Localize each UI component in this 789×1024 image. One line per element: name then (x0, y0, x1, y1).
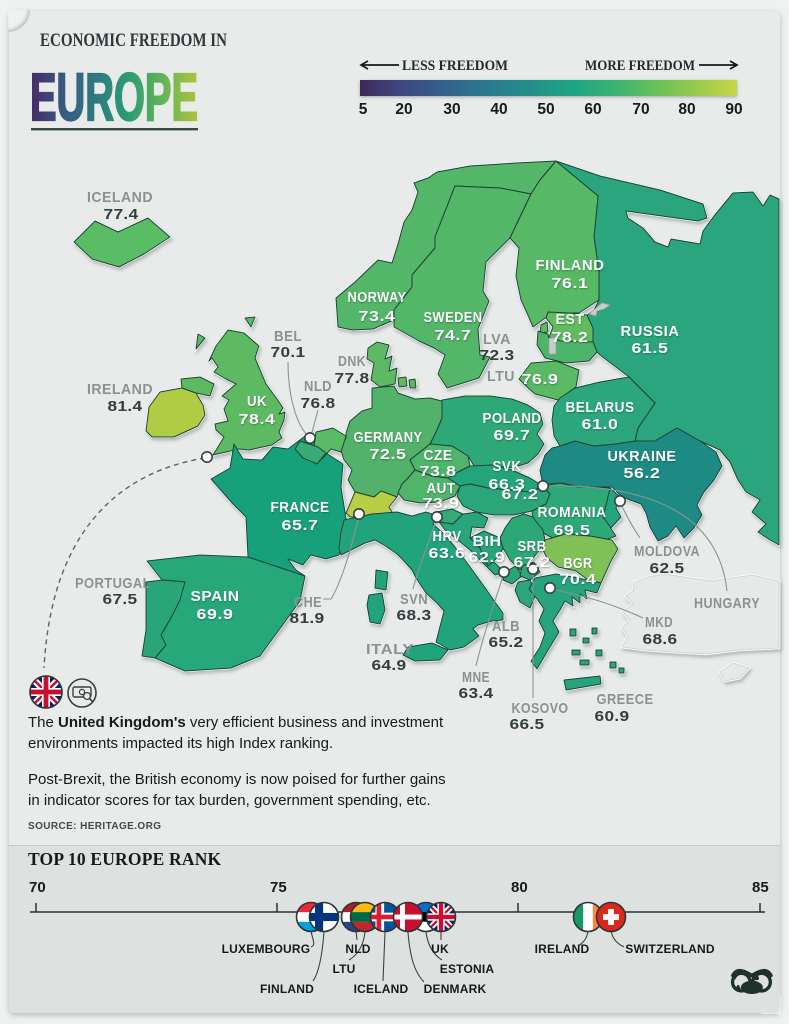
svg-text:RUSSIA: RUSSIA (621, 323, 680, 340)
svg-text:72.5: 72.5 (370, 446, 407, 463)
svg-text:HRV: HRV (433, 528, 462, 545)
svg-text:HUNGARY: HUNGARY (694, 595, 760, 612)
svg-text:IRELAND: IRELAND (535, 942, 590, 956)
svg-text:65.2: 65.2 (489, 634, 524, 651)
svg-text:NORWAY: NORWAY (348, 289, 407, 306)
svg-text:CZE: CZE (424, 447, 453, 464)
svg-text:ESTONIA: ESTONIA (440, 962, 495, 976)
svg-text:DNK: DNK (338, 353, 366, 370)
svg-text:73.8: 73.8 (420, 463, 457, 480)
svg-text:ROMANIA: ROMANIA (538, 504, 607, 521)
svg-text:BEL: BEL (274, 328, 302, 345)
svg-text:73.4: 73.4 (359, 308, 396, 325)
svg-text:67.2: 67.2 (514, 554, 551, 571)
svg-text:61.0: 61.0 (582, 416, 619, 433)
svg-text:56.2: 56.2 (624, 465, 661, 482)
svg-text:69.5: 69.5 (554, 522, 591, 539)
svg-text:5: 5 (359, 101, 368, 118)
svg-text:64.9: 64.9 (372, 657, 407, 674)
svg-text:SPAIN: SPAIN (191, 588, 240, 605)
svg-text:MOLDOVA: MOLDOVA (634, 543, 700, 560)
svg-text:IRELAND: IRELAND (87, 381, 153, 398)
svg-text:81.4: 81.4 (108, 398, 143, 415)
svg-text:ALB: ALB (492, 618, 520, 635)
svg-text:69.9: 69.9 (197, 606, 234, 623)
svg-text:KOSOVO: KOSOVO (512, 700, 569, 717)
svg-text:72.3: 72.3 (480, 347, 515, 364)
svg-text:63.4: 63.4 (459, 685, 494, 702)
svg-text:ITALY: ITALY (366, 641, 414, 658)
svg-text:20: 20 (395, 101, 412, 118)
svg-text:MNE: MNE (462, 669, 490, 686)
svg-text:POLAND: POLAND (483, 410, 542, 427)
svg-text:SRB: SRB (518, 538, 547, 555)
svg-text:CHE: CHE (294, 594, 322, 611)
svg-text:BIH: BIH (473, 533, 502, 550)
svg-text:78.4: 78.4 (239, 411, 276, 428)
svg-text:80: 80 (678, 101, 695, 118)
svg-text:NLD: NLD (304, 378, 332, 395)
svg-text:DENMARK: DENMARK (424, 982, 487, 996)
svg-text:SWEDEN: SWEDEN (424, 309, 483, 326)
svg-text:SVK: SVK (493, 458, 522, 475)
svg-text:63.6: 63.6 (429, 545, 466, 562)
svg-text:NLD: NLD (345, 942, 370, 956)
svg-text:LVA: LVA (483, 331, 511, 348)
svg-text:90: 90 (725, 101, 742, 118)
svg-text:GERMANY: GERMANY (354, 429, 423, 446)
svg-text:73.9: 73.9 (423, 495, 460, 512)
svg-text:67.2: 67.2 (502, 486, 539, 503)
svg-text:ECONOMIC FREEDOM IN: ECONOMIC FREEDOM IN (40, 30, 227, 51)
svg-text:70: 70 (632, 101, 649, 118)
svg-text:66.3: 66.3 (489, 476, 526, 493)
svg-text:FRANCE: FRANCE (271, 499, 330, 516)
svg-text:50: 50 (537, 101, 554, 118)
svg-text:77.8: 77.8 (335, 370, 370, 387)
svg-text:FINLAND: FINLAND (260, 982, 314, 996)
svg-text:ICELAND: ICELAND (87, 189, 153, 206)
svg-text:LTU: LTU (487, 368, 515, 385)
svg-text:76.9: 76.9 (522, 371, 559, 388)
svg-text:GREECE: GREECE (597, 691, 654, 708)
svg-text:UK: UK (247, 393, 267, 410)
svg-text:67.5: 67.5 (103, 591, 138, 608)
svg-text:69.7: 69.7 (494, 427, 531, 444)
svg-text:78.2: 78.2 (552, 329, 589, 346)
svg-text:81.9: 81.9 (290, 610, 325, 627)
svg-text:62.9: 62.9 (469, 549, 506, 566)
svg-text:UKRAINE: UKRAINE (608, 448, 677, 465)
svg-text:68.6: 68.6 (643, 631, 678, 648)
svg-text:60.9: 60.9 (595, 708, 630, 725)
svg-text:BELARUS: BELARUS (566, 399, 635, 416)
svg-text:40: 40 (490, 101, 507, 118)
svg-text:61.5: 61.5 (632, 340, 669, 357)
svg-text:74.7: 74.7 (435, 327, 472, 344)
svg-text:UK: UK (431, 942, 449, 956)
svg-text:66.5: 66.5 (510, 716, 545, 733)
svg-text:FINLAND: FINLAND (536, 257, 605, 274)
svg-text:ICELAND: ICELAND (354, 982, 409, 996)
svg-text:70.1: 70.1 (271, 344, 306, 361)
svg-text:30: 30 (443, 101, 460, 118)
svg-text:EST: EST (556, 311, 585, 328)
svg-text:76.8: 76.8 (301, 395, 336, 412)
svg-text:62.5: 62.5 (650, 560, 685, 577)
svg-text:BGR: BGR (564, 555, 593, 572)
svg-text:LUXEMBOURG: LUXEMBOURG (222, 942, 311, 956)
svg-text:70.4: 70.4 (560, 571, 597, 588)
svg-text:LESS FREEDOM: LESS FREEDOM (402, 58, 508, 74)
svg-text:MORE FREEDOM: MORE FREEDOM (585, 58, 695, 74)
svg-text:MKD: MKD (645, 614, 673, 631)
svg-text:68.3: 68.3 (397, 607, 432, 624)
svg-text:EUROPE: EUROPE (30, 60, 198, 135)
svg-text:LTU: LTU (332, 962, 355, 976)
svg-text:SWITZERLAND: SWITZERLAND (625, 942, 715, 956)
svg-text:76.1: 76.1 (552, 275, 589, 292)
svg-text:60: 60 (584, 101, 601, 118)
svg-text:AUT: AUT (427, 480, 456, 497)
svg-text:SVN: SVN (400, 591, 428, 608)
svg-text:77.4: 77.4 (104, 206, 139, 223)
svg-text:PORTUGAL: PORTUGAL (75, 575, 151, 592)
svg-text:65.7: 65.7 (282, 517, 319, 534)
